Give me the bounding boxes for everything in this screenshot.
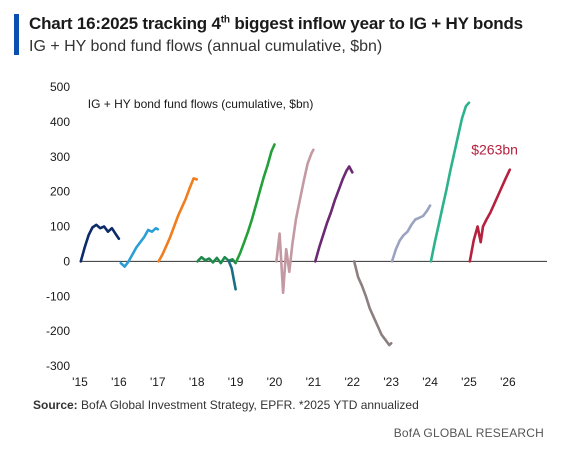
x-tick-label: '20 [267, 375, 283, 389]
series-line-2020 [235, 143, 276, 263]
series-line-2019 [227, 259, 237, 291]
x-tick-label: '23 [383, 375, 399, 389]
y-tick-label: 200 [50, 185, 70, 199]
x-tick-label: '25 [461, 375, 477, 389]
title-accent-bar [14, 14, 19, 55]
series-line-2017 [157, 177, 198, 263]
x-tick-label: '16 [111, 375, 127, 389]
series-line-2018 [196, 255, 237, 265]
y-tick-label: 0 [63, 254, 70, 268]
x-tick-label: '19 [228, 375, 244, 389]
series-line-2020 [275, 148, 315, 295]
series-line-2015 [79, 223, 121, 263]
chart-title: Chart 16:2025 tracking 4th biggest inflo… [29, 14, 523, 33]
y-tick-label: -200 [46, 324, 70, 338]
y-tick-label: 100 [50, 220, 70, 234]
series-line-2016 [119, 226, 160, 268]
brand-label: BofA GLOBAL RESEARCH [393, 426, 544, 440]
x-tick-label: '24 [422, 375, 438, 389]
series-lines [79, 101, 512, 347]
y-tick-label: 500 [50, 80, 70, 94]
x-tick-label: '17 [150, 375, 166, 389]
inner-chart-title: IG + HY bond fund flows (cumulative, $bn… [88, 97, 314, 111]
y-tick-label: -100 [46, 289, 70, 303]
x-tick-labels: '15 '16 '17 '18 '19 '20 '21 '22 '23 '24 '25 '26 [72, 375, 516, 389]
chart-subtitle: IG + HY bond fund flows (annual cumulati… [29, 38, 383, 55]
series-line-2025 [468, 168, 512, 263]
y-tick-label: -300 [46, 359, 70, 373]
source-footnote: Source: BofA Global Investment Strategy,… [33, 398, 419, 412]
series-line-2021 [313, 165, 354, 263]
annotation-2025: $263bn [471, 142, 518, 158]
series-line-2022 [352, 260, 393, 347]
x-tick-label: '15 [72, 375, 88, 389]
series-line-2023 [390, 204, 432, 263]
y-tick-label: 400 [50, 115, 70, 129]
x-tick-label: '26 [500, 375, 516, 389]
x-tick-label: '22 [344, 375, 360, 389]
y-tick-labels: -300 -200 -100 0 100 200 300 400 500 [46, 80, 70, 373]
y-tick-label: 300 [50, 150, 70, 164]
x-tick-label: '18 [189, 375, 205, 389]
series-line-2024 [429, 101, 471, 263]
x-tick-label: '21 [306, 375, 322, 389]
